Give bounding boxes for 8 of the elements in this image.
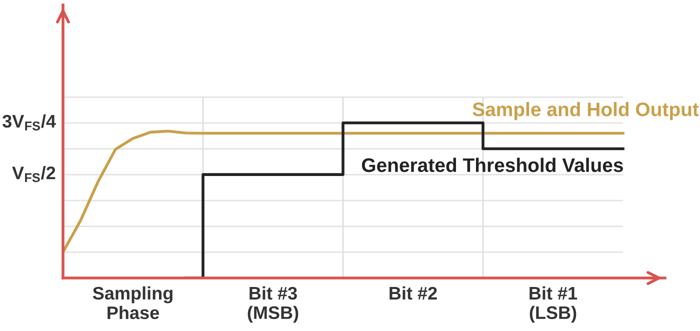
x-tick-label: Bit #1 (LSB)	[530, 286, 578, 323]
x-tick-label: Bit #2	[390, 286, 437, 300]
series-label: Sample and Hold Output	[472, 102, 699, 120]
x-tick-label: Bit #3 (MSB)	[248, 286, 298, 323]
series-label: Generated Threshold Values	[362, 158, 623, 172]
text: 3V$_{FS}$/4	[2, 114, 56, 130]
x-tick-label: Sampling Phase	[92, 286, 172, 320]
text: V$_{FS}$/2	[12, 166, 56, 182]
